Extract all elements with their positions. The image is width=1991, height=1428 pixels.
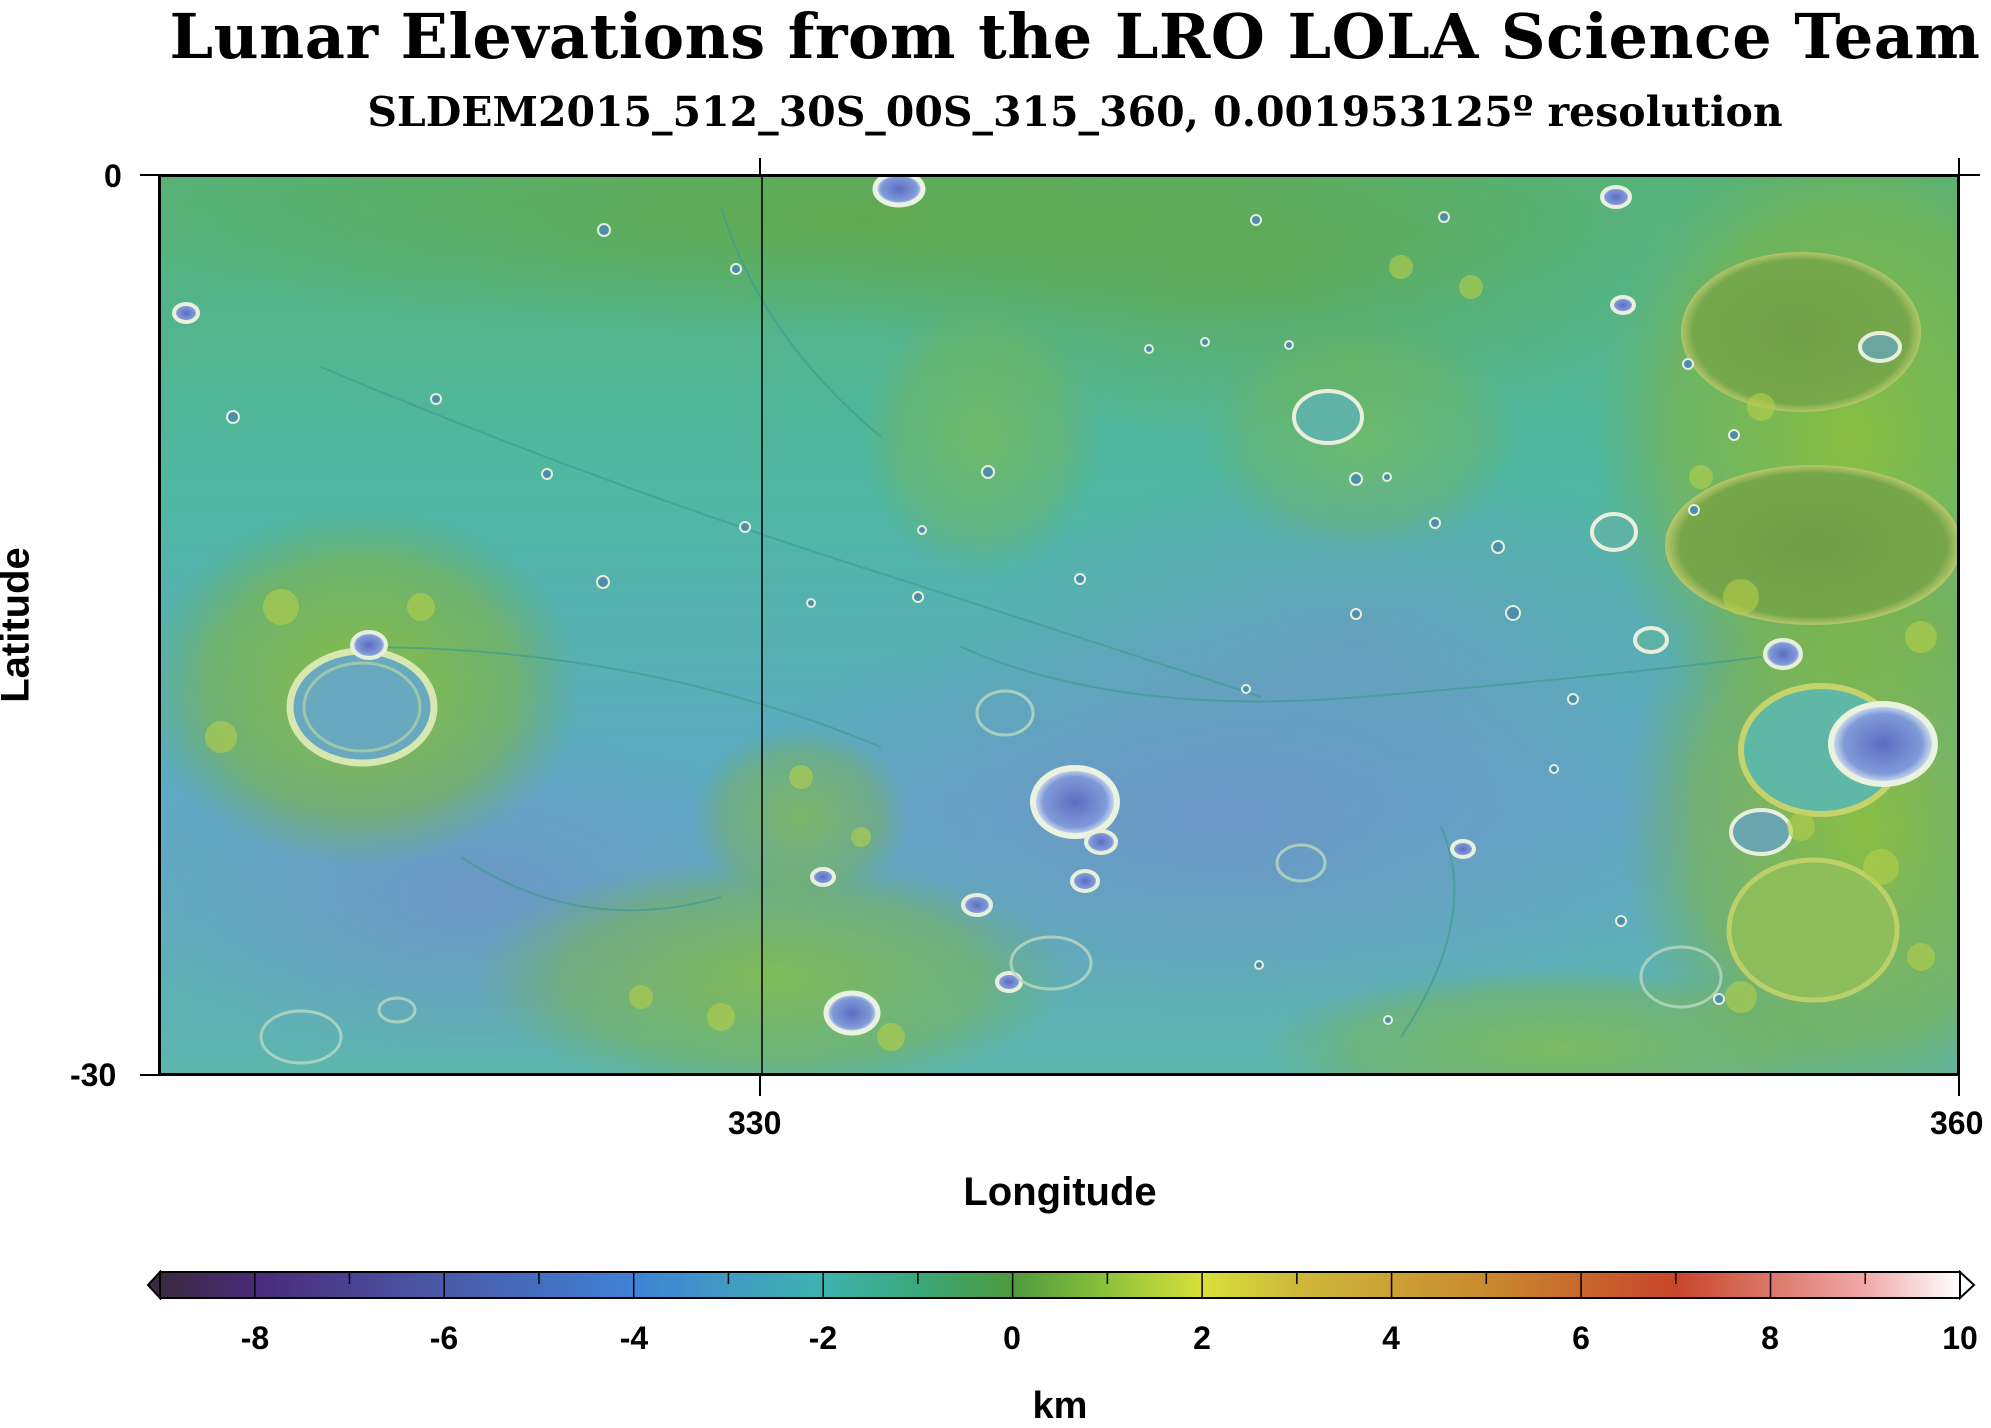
colorbar-tick-label: 10: [1942, 1320, 1978, 1356]
y-axis-title: Latitude: [0, 547, 38, 703]
x-tick-330-top: [759, 158, 761, 176]
map-subtitle: SLDEM2015_512_30S_00S_315_360, 0.0019531…: [367, 88, 1783, 136]
colorbar-tick-label: -4: [619, 1320, 649, 1356]
x-tick-360: [1958, 1076, 1960, 1096]
x-tick-label-330: 330: [728, 1105, 782, 1141]
colorbar-tick-label: 6: [1572, 1320, 1590, 1356]
elevation-map-image: [161, 177, 1957, 1073]
x-tick-360-top: [1958, 158, 1960, 176]
colorbar-high-arrow: [1959, 1269, 1976, 1301]
colorbar-tick-label: -6: [429, 1320, 459, 1356]
colorbar-ramp: [159, 1271, 1961, 1299]
colorbar-low-arrow: [146, 1269, 161, 1301]
colorbar-tick-label: -2: [808, 1320, 838, 1356]
y-tick-label-minus30: -30: [70, 1057, 117, 1093]
colorbar-unit-label: km: [1032, 1385, 1088, 1427]
map-title: Lunar Elevations from the LRO LOLA Scien…: [169, 0, 1981, 73]
x-axis-title: Longitude: [963, 1170, 1157, 1214]
y-tick-0: [140, 174, 160, 176]
colorbar-tick-label: 2: [1193, 1320, 1211, 1356]
colorbar-graphic: [146, 1269, 1976, 1301]
colorbar-tick-label: 0: [1003, 1320, 1021, 1356]
y-tick-label-0: 0: [104, 158, 122, 194]
x-tick-label-360: 360: [1930, 1105, 1984, 1141]
colorbar-tick-label: 4: [1382, 1320, 1400, 1356]
y-tick-0-right: [1958, 174, 1980, 176]
elevation-map: [158, 174, 1960, 1076]
colorbar-tick-label: -8: [240, 1320, 270, 1356]
x-tick-330: [759, 1076, 761, 1096]
colorbar-tick-label: 8: [1761, 1320, 1779, 1356]
y-tick-minus30: [140, 1074, 160, 1076]
colorbar: [146, 1269, 1976, 1301]
